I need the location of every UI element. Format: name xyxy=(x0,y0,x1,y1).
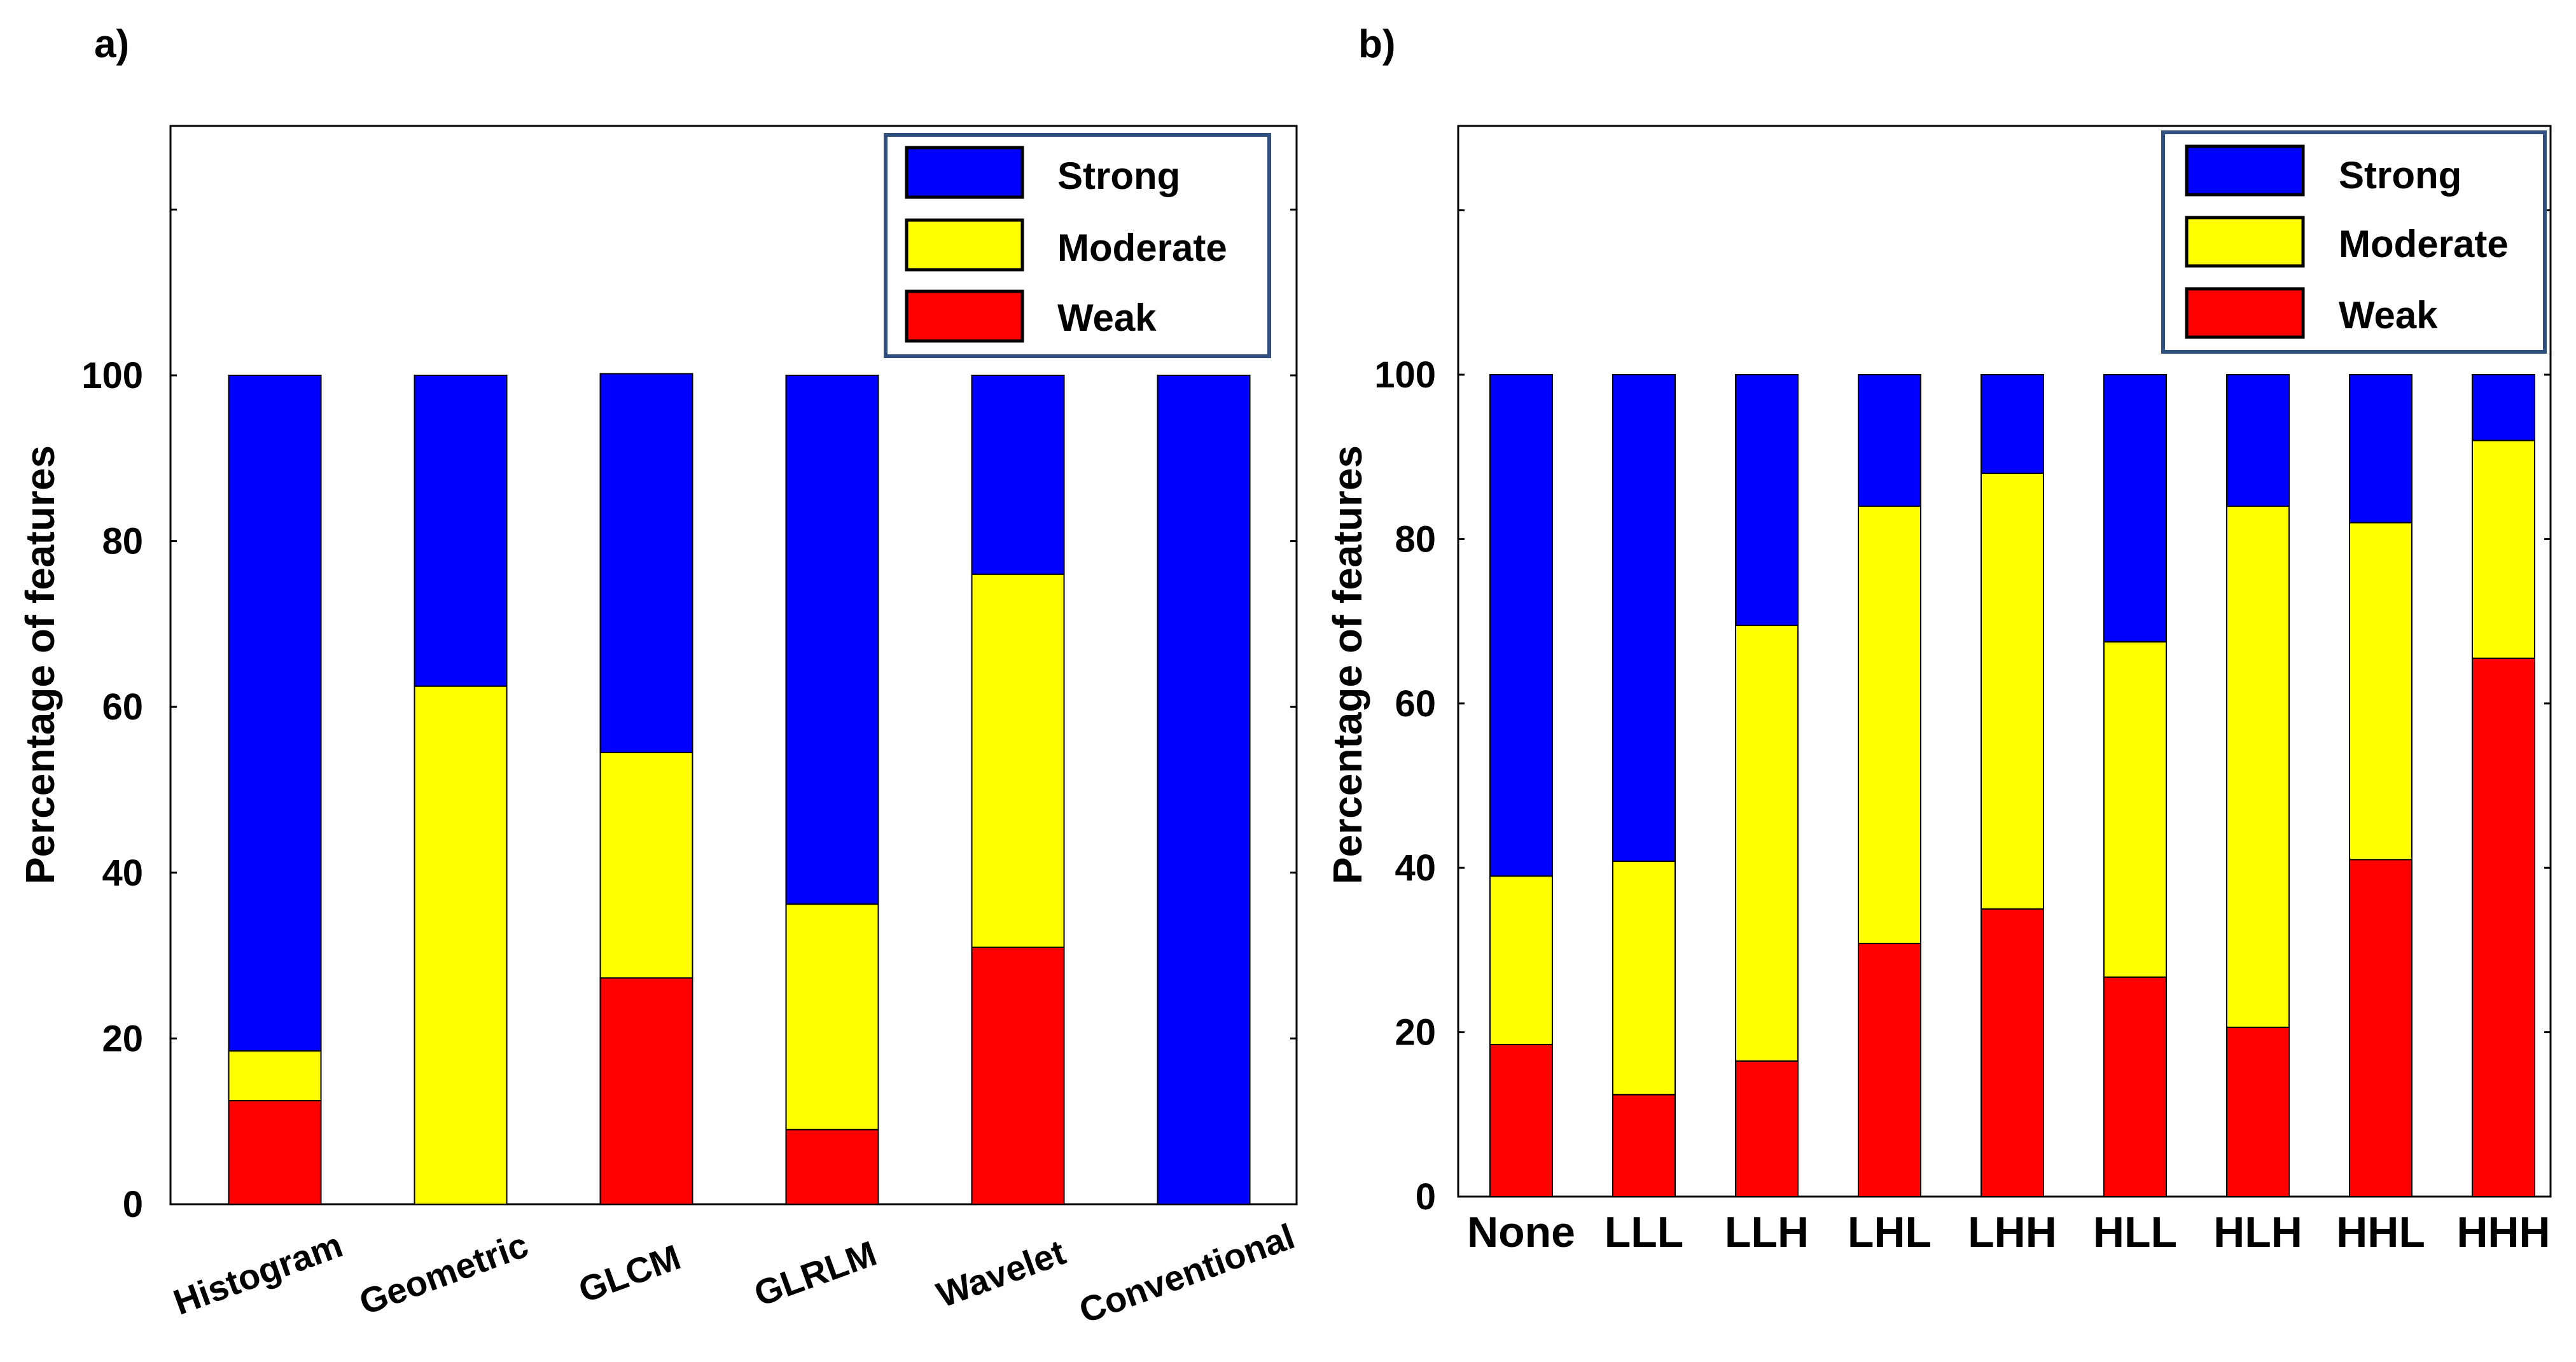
x-tick-labels: Histogram Geometric GLCM GLRLM Wavelet Conven… xyxy=(168,1216,1299,1331)
legend-label-weak: Weak xyxy=(2339,294,2438,337)
legend: Strong Moderate Weak xyxy=(2161,130,2547,354)
y-axis-label: Percentage of features xyxy=(17,445,63,884)
y-tick-label: 80 xyxy=(102,521,143,562)
y-tick-label: 60 xyxy=(1395,683,1436,725)
y-tick-label: 60 xyxy=(102,686,143,728)
y-tick-label: 20 xyxy=(102,1018,143,1059)
bar-weak-wavelet xyxy=(971,947,1065,1205)
legend-label-strong: Strong xyxy=(1057,155,1180,197)
bar-strong-geometric xyxy=(414,375,508,687)
bar-strong-glcm xyxy=(599,373,693,753)
x-tick-label: GLCM xyxy=(573,1237,685,1310)
x-tick-label: Histogram xyxy=(168,1225,347,1323)
bar-moderate-hhl xyxy=(2349,522,2412,861)
x-tick-label: LLH xyxy=(1725,1208,1809,1256)
panel-label: a) xyxy=(94,22,129,66)
x-tick-label: HLL xyxy=(2093,1208,2177,1256)
legend-label-strong: Strong xyxy=(2339,154,2461,197)
bar-weak-hlh xyxy=(2226,1026,2290,1198)
bar-group xyxy=(1489,374,2535,1198)
bar-moderate-hlh xyxy=(2226,505,2290,1028)
x-tick-label: GLRLM xyxy=(749,1233,882,1314)
panel-b: b) None LLL LLH LHL LHH HLL HLH HHL HHH 0 20 40 60 8… xyxy=(1325,22,2552,1256)
bar-strong-llh xyxy=(1735,374,1799,627)
bar-moderate-lhl xyxy=(1858,505,1921,945)
bar-weak-none xyxy=(1489,1043,1553,1197)
bar-moderate-wavelet xyxy=(971,573,1065,949)
bar-strong-wavelet xyxy=(971,375,1065,575)
y-tick-label: 100 xyxy=(1374,354,1436,396)
bar-moderate-none xyxy=(1489,875,1553,1045)
bar-moderate-histogram xyxy=(228,1050,322,1102)
y-tick-label: 40 xyxy=(102,852,143,894)
x-tick-label: HLH xyxy=(2213,1208,2302,1256)
y-tick-label: 40 xyxy=(1395,847,1436,889)
x-tick-label: Geometric xyxy=(354,1225,533,1323)
y-tick-labels: 0 20 40 60 80 100 xyxy=(1374,354,1436,1218)
legend-swatch-strong xyxy=(905,146,1024,199)
bar-moderate-hll xyxy=(2103,641,2167,978)
bar-moderate-lhh xyxy=(1981,473,2044,910)
bar-strong-hhh xyxy=(2472,374,2535,441)
legend-label-weak: Weak xyxy=(1057,296,1157,339)
y-tick-label: 0 xyxy=(1416,1176,1436,1218)
y-tick-marks xyxy=(1458,209,2551,1198)
bar-strong-lll xyxy=(1612,374,1676,862)
panel-a: a) Histogram Geometric GLCM GLRLM Wavelet Con… xyxy=(17,22,1300,1331)
x-tick-label: HHH xyxy=(2456,1208,2550,1256)
bar-weak-lll xyxy=(1612,1094,1676,1197)
y-tick-labels: 0 20 40 60 80 100 xyxy=(81,355,143,1225)
bar-group xyxy=(228,373,1251,1205)
bar-weak-hhl xyxy=(2349,859,2412,1197)
bar-weak-glcm xyxy=(599,977,693,1205)
bar-weak-hll xyxy=(2103,976,2167,1197)
x-tick-label: LHL xyxy=(1848,1208,1932,1256)
bar-weak-hhh xyxy=(2472,657,2535,1197)
legend: Strong Moderate Weak xyxy=(884,133,1271,358)
x-tick-label: None xyxy=(1467,1208,1575,1256)
bar-weak-lhh xyxy=(1981,908,2044,1198)
x-tick-label: LHH xyxy=(1968,1208,2057,1256)
x-tick-label: Conventional xyxy=(1074,1216,1300,1331)
x-tick-label: HHL xyxy=(2336,1208,2425,1256)
bar-moderate-lll xyxy=(1612,860,1676,1095)
y-tick-label: 100 xyxy=(81,355,143,396)
y-tick-label: 0 xyxy=(123,1184,143,1225)
bar-weak-histogram xyxy=(228,1100,322,1205)
x-tick-label: Wavelet xyxy=(931,1232,1070,1315)
legend-swatch-weak xyxy=(905,289,1024,343)
bar-strong-lhh xyxy=(1981,374,2044,475)
bar-strong-lhl xyxy=(1858,374,1921,507)
legend-swatch-weak xyxy=(2185,287,2305,339)
bar-strong-hlh xyxy=(2226,374,2290,507)
panel-label: b) xyxy=(1358,22,1396,66)
y-tick-label: 20 xyxy=(1395,1012,1436,1053)
legend-swatch-strong xyxy=(2185,144,2305,197)
bar-strong-hhl xyxy=(2349,374,2412,524)
y-tick-marks xyxy=(171,208,1297,1206)
bar-strong-glrlm xyxy=(785,375,879,905)
bar-strong-conventional xyxy=(1157,375,1251,1205)
y-tick-label: 80 xyxy=(1395,518,1436,560)
x-tick-labels: None LLL LLH LHL LHH HLL HLH HHL HHH xyxy=(1467,1208,2551,1256)
x-tick-label: LLL xyxy=(1605,1208,1684,1256)
bar-weak-lhl xyxy=(1858,943,1921,1197)
bar-moderate-hhh xyxy=(2472,440,2535,659)
bar-weak-llh xyxy=(1735,1060,1799,1197)
bar-moderate-llh xyxy=(1735,625,1799,1062)
bar-strong-none xyxy=(1489,374,1553,877)
y-axis-label: Percentage of features xyxy=(1325,445,1370,884)
bar-moderate-glrlm xyxy=(785,903,879,1130)
legend-label-moderate: Moderate xyxy=(2339,223,2509,265)
bar-moderate-glcm xyxy=(599,751,693,979)
legend-swatch-moderate xyxy=(905,218,1024,272)
bar-strong-histogram xyxy=(228,375,322,1052)
bar-weak-glrlm xyxy=(785,1129,879,1205)
legend-label-moderate: Moderate xyxy=(1057,226,1227,269)
bar-strong-hll xyxy=(2103,374,2167,643)
bar-moderate-geometric xyxy=(414,685,508,1205)
legend-swatch-moderate xyxy=(2185,216,2305,268)
